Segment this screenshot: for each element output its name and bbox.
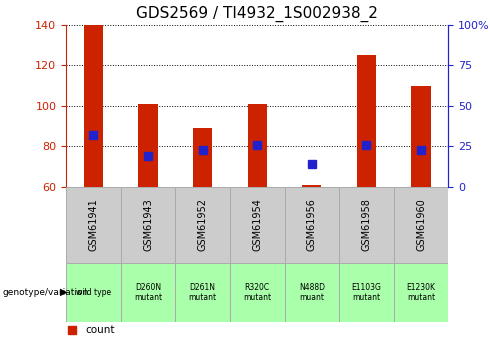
Text: D261N
mutant: D261N mutant xyxy=(189,283,217,302)
Bar xyxy=(247,104,267,187)
Text: ▶: ▶ xyxy=(60,287,67,297)
Text: GSM61943: GSM61943 xyxy=(143,199,153,251)
Title: GDS2569 / TI4932_1S002938_2: GDS2569 / TI4932_1S002938_2 xyxy=(136,6,378,22)
Bar xyxy=(394,263,448,322)
Bar xyxy=(230,187,285,263)
Bar xyxy=(339,187,394,263)
Text: E1103G
mutant: E1103G mutant xyxy=(351,283,381,302)
Text: GSM61952: GSM61952 xyxy=(197,198,208,252)
Bar xyxy=(121,187,175,263)
Bar xyxy=(66,187,121,263)
Bar xyxy=(175,187,230,263)
Text: D260N
mutant: D260N mutant xyxy=(134,283,162,302)
Bar xyxy=(84,25,103,187)
Text: genotype/variation: genotype/variation xyxy=(2,288,89,297)
Bar xyxy=(175,263,230,322)
Bar xyxy=(339,263,394,322)
Bar xyxy=(394,187,448,263)
Text: E1230K
mutant: E1230K mutant xyxy=(407,283,436,302)
Text: count: count xyxy=(85,325,115,335)
Bar xyxy=(412,86,431,187)
Text: GSM61941: GSM61941 xyxy=(89,199,98,251)
Bar xyxy=(285,263,339,322)
Text: GSM61958: GSM61958 xyxy=(362,198,371,252)
Text: N488D
muant: N488D muant xyxy=(299,283,325,302)
Bar xyxy=(302,185,321,187)
Bar xyxy=(285,187,339,263)
Bar xyxy=(193,128,212,187)
Text: wild type: wild type xyxy=(76,288,111,297)
Bar xyxy=(66,263,121,322)
Bar xyxy=(121,263,175,322)
Text: R320C
mutant: R320C mutant xyxy=(243,283,271,302)
Text: GSM61956: GSM61956 xyxy=(307,198,317,252)
Text: GSM61954: GSM61954 xyxy=(252,198,262,252)
Bar xyxy=(230,263,285,322)
Bar xyxy=(139,104,158,187)
Bar xyxy=(357,55,376,187)
Text: GSM61960: GSM61960 xyxy=(416,199,426,251)
